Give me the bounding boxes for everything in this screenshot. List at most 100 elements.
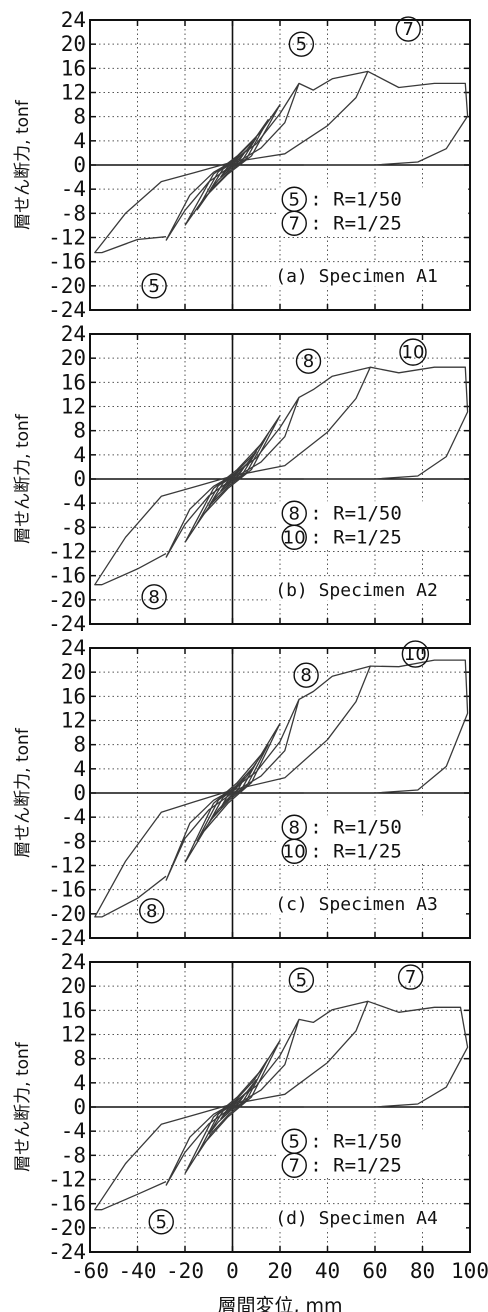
inner-loop bbox=[208, 137, 257, 193]
legend-bg bbox=[278, 211, 469, 236]
marker-circle bbox=[399, 338, 427, 366]
legend-entry: 7 : R=1/25 bbox=[278, 210, 469, 236]
y-tick-label: 16 bbox=[61, 370, 86, 394]
y-tick-label: -24 bbox=[48, 926, 86, 950]
legend-entry: 8: R=1/50 bbox=[278, 500, 469, 526]
inner-loop bbox=[196, 744, 269, 842]
legend-text: : R=1/25 bbox=[310, 212, 402, 234]
legend-marker-label: 10 bbox=[283, 527, 306, 548]
marker-circle bbox=[139, 898, 165, 924]
legend-entry: 5: R=1/50 bbox=[278, 186, 469, 212]
marker-circle bbox=[295, 348, 322, 374]
legend-text: : R=1/50 bbox=[310, 1130, 402, 1152]
y-tick-label: 24 bbox=[61, 636, 86, 660]
y-tick-label: -16 bbox=[48, 250, 86, 274]
y-tick-label: -12 bbox=[48, 540, 86, 564]
y-tick-label: -24 bbox=[48, 612, 86, 636]
legend-entry: 10: R=1/25 bbox=[278, 524, 469, 550]
y-axis-label: 層せん断力, tonf bbox=[13, 99, 33, 230]
marker-label: 8 bbox=[303, 351, 314, 372]
x-tick-label: 40 bbox=[315, 1259, 340, 1283]
y-tick-label: 8 bbox=[73, 1047, 86, 1071]
cycle-marker: 7 bbox=[397, 964, 424, 990]
x-tick-label: 80 bbox=[410, 1259, 435, 1283]
y-tick-label: -8 bbox=[61, 201, 86, 225]
legend-text: : R=1/50 bbox=[310, 502, 402, 524]
y-tick-label: -4 bbox=[61, 1119, 86, 1143]
y-tick-label: 12 bbox=[61, 395, 86, 419]
y-tick-label: -4 bbox=[61, 177, 86, 201]
y-tick-label: -4 bbox=[61, 491, 86, 515]
y-tick-label: 16 bbox=[61, 998, 86, 1022]
marker-circle bbox=[288, 31, 315, 57]
x-tick-label: 100 bbox=[451, 1259, 488, 1283]
x-axis-label: 層間変位, mm bbox=[217, 1295, 342, 1312]
panel-caption: (d) Specimen A4 bbox=[275, 1208, 438, 1229]
y-tick-label: 20 bbox=[61, 32, 86, 56]
legend-bg bbox=[278, 525, 469, 550]
y-tick-label: 8 bbox=[73, 733, 86, 757]
loop-r1 bbox=[94, 366, 371, 586]
legend-marker-circle bbox=[281, 524, 307, 550]
panel-caption: (b) Specimen A2 bbox=[275, 580, 438, 601]
cycle-marker: 5 bbox=[288, 31, 315, 57]
marker-label: 7 bbox=[405, 967, 416, 988]
legend-text: : R=1/25 bbox=[310, 526, 402, 548]
inner-loop bbox=[196, 119, 269, 211]
legend-marker-circle bbox=[281, 1152, 307, 1178]
marker-label: 5 bbox=[296, 970, 307, 991]
legend-bg bbox=[278, 839, 469, 864]
loop-r2 bbox=[303, 659, 469, 794]
loop-r2 bbox=[303, 1000, 469, 1108]
panel-caption: (a) Specimen A1 bbox=[275, 266, 438, 287]
legend-entry: 8: R=1/50 bbox=[278, 814, 469, 840]
marker-circle bbox=[141, 584, 167, 610]
legend-marker-label: 10 bbox=[283, 841, 306, 862]
x-tick-label: 20 bbox=[267, 1259, 292, 1283]
y-tick-label: 4 bbox=[73, 757, 86, 781]
y-tick-label: 4 bbox=[73, 1071, 86, 1095]
y-tick-label: -20 bbox=[48, 274, 86, 298]
cycle-marker: 8 bbox=[139, 898, 165, 924]
x-tick-label: 60 bbox=[362, 1259, 387, 1283]
marker-label: 8 bbox=[148, 587, 159, 608]
y-tick-label: -16 bbox=[48, 878, 86, 902]
hysteresis-curves bbox=[94, 659, 469, 918]
y-tick-label: 20 bbox=[61, 974, 86, 998]
legend-bg bbox=[278, 501, 469, 526]
hysteresis-curves bbox=[94, 1000, 469, 1211]
marker-label: 10 bbox=[402, 342, 425, 363]
marker-circle bbox=[148, 1209, 174, 1235]
y-tick-label: -4 bbox=[61, 805, 86, 829]
legend-text: : R=1/50 bbox=[310, 816, 402, 838]
y-tick-label: 12 bbox=[61, 709, 86, 733]
cycle-marker: 8 bbox=[141, 584, 167, 610]
cycle-marker: 5 bbox=[288, 967, 315, 993]
y-axis-label: 層せん断力, tonf bbox=[13, 727, 33, 858]
y-tick-label: 0 bbox=[73, 153, 86, 177]
y-tick-label: -24 bbox=[48, 1240, 86, 1264]
marker-circle bbox=[141, 273, 167, 299]
legend-entry: 7: R=1/25 bbox=[278, 1152, 469, 1178]
y-tick-label: 0 bbox=[73, 781, 86, 805]
legend-text: : R=1/50 bbox=[310, 188, 402, 210]
legend-marker-circle bbox=[281, 838, 307, 864]
cycle-marker: 5 bbox=[148, 1209, 174, 1235]
cycle-marker: 10 bbox=[401, 640, 430, 668]
legend-marker-circle bbox=[281, 210, 307, 236]
y-tick-label: -12 bbox=[48, 1168, 86, 1192]
y-tick-label: 4 bbox=[73, 443, 86, 467]
x-tick-label: 0 bbox=[226, 1259, 239, 1283]
cycle-marker: 7 bbox=[395, 16, 421, 42]
legend-text: : R=1/25 bbox=[310, 840, 402, 862]
marker-label: 10 bbox=[404, 644, 427, 665]
y-tick-label: -20 bbox=[48, 588, 86, 612]
legend-bg bbox=[278, 1153, 469, 1178]
legend-marker-label: 7 bbox=[289, 213, 300, 234]
x-tick-label: -40 bbox=[119, 1259, 157, 1283]
legend-entry: 5: R=1/50 bbox=[278, 1128, 469, 1154]
y-tick-label: -16 bbox=[48, 564, 86, 588]
loop-r1 bbox=[94, 1000, 369, 1211]
